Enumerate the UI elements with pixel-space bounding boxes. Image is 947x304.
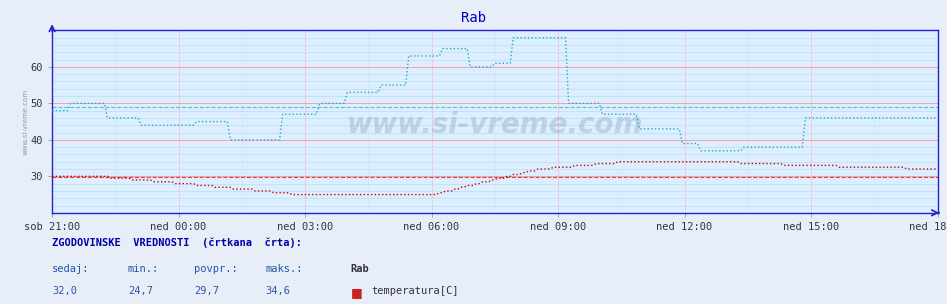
Text: maks.:: maks.: (265, 264, 303, 275)
Text: 24,7: 24,7 (128, 286, 152, 296)
Text: povpr.:: povpr.: (194, 264, 238, 275)
Text: 29,7: 29,7 (194, 286, 219, 296)
Text: www.si-vreme.com: www.si-vreme.com (23, 88, 28, 155)
Text: 32,0: 32,0 (52, 286, 77, 296)
Text: ■: ■ (350, 286, 362, 299)
Text: Rab: Rab (461, 11, 486, 25)
Text: temperatura[C]: temperatura[C] (371, 286, 458, 296)
Text: 34,6: 34,6 (265, 286, 290, 296)
Text: ZGODOVINSKE  VREDNOSTI  (črtkana  črta):: ZGODOVINSKE VREDNOSTI (črtkana črta): (52, 237, 302, 248)
Text: www.si-vreme.com: www.si-vreme.com (347, 111, 643, 139)
Text: Rab: Rab (350, 264, 369, 275)
Text: sedaj:: sedaj: (52, 264, 90, 275)
Text: min.:: min.: (128, 264, 159, 275)
